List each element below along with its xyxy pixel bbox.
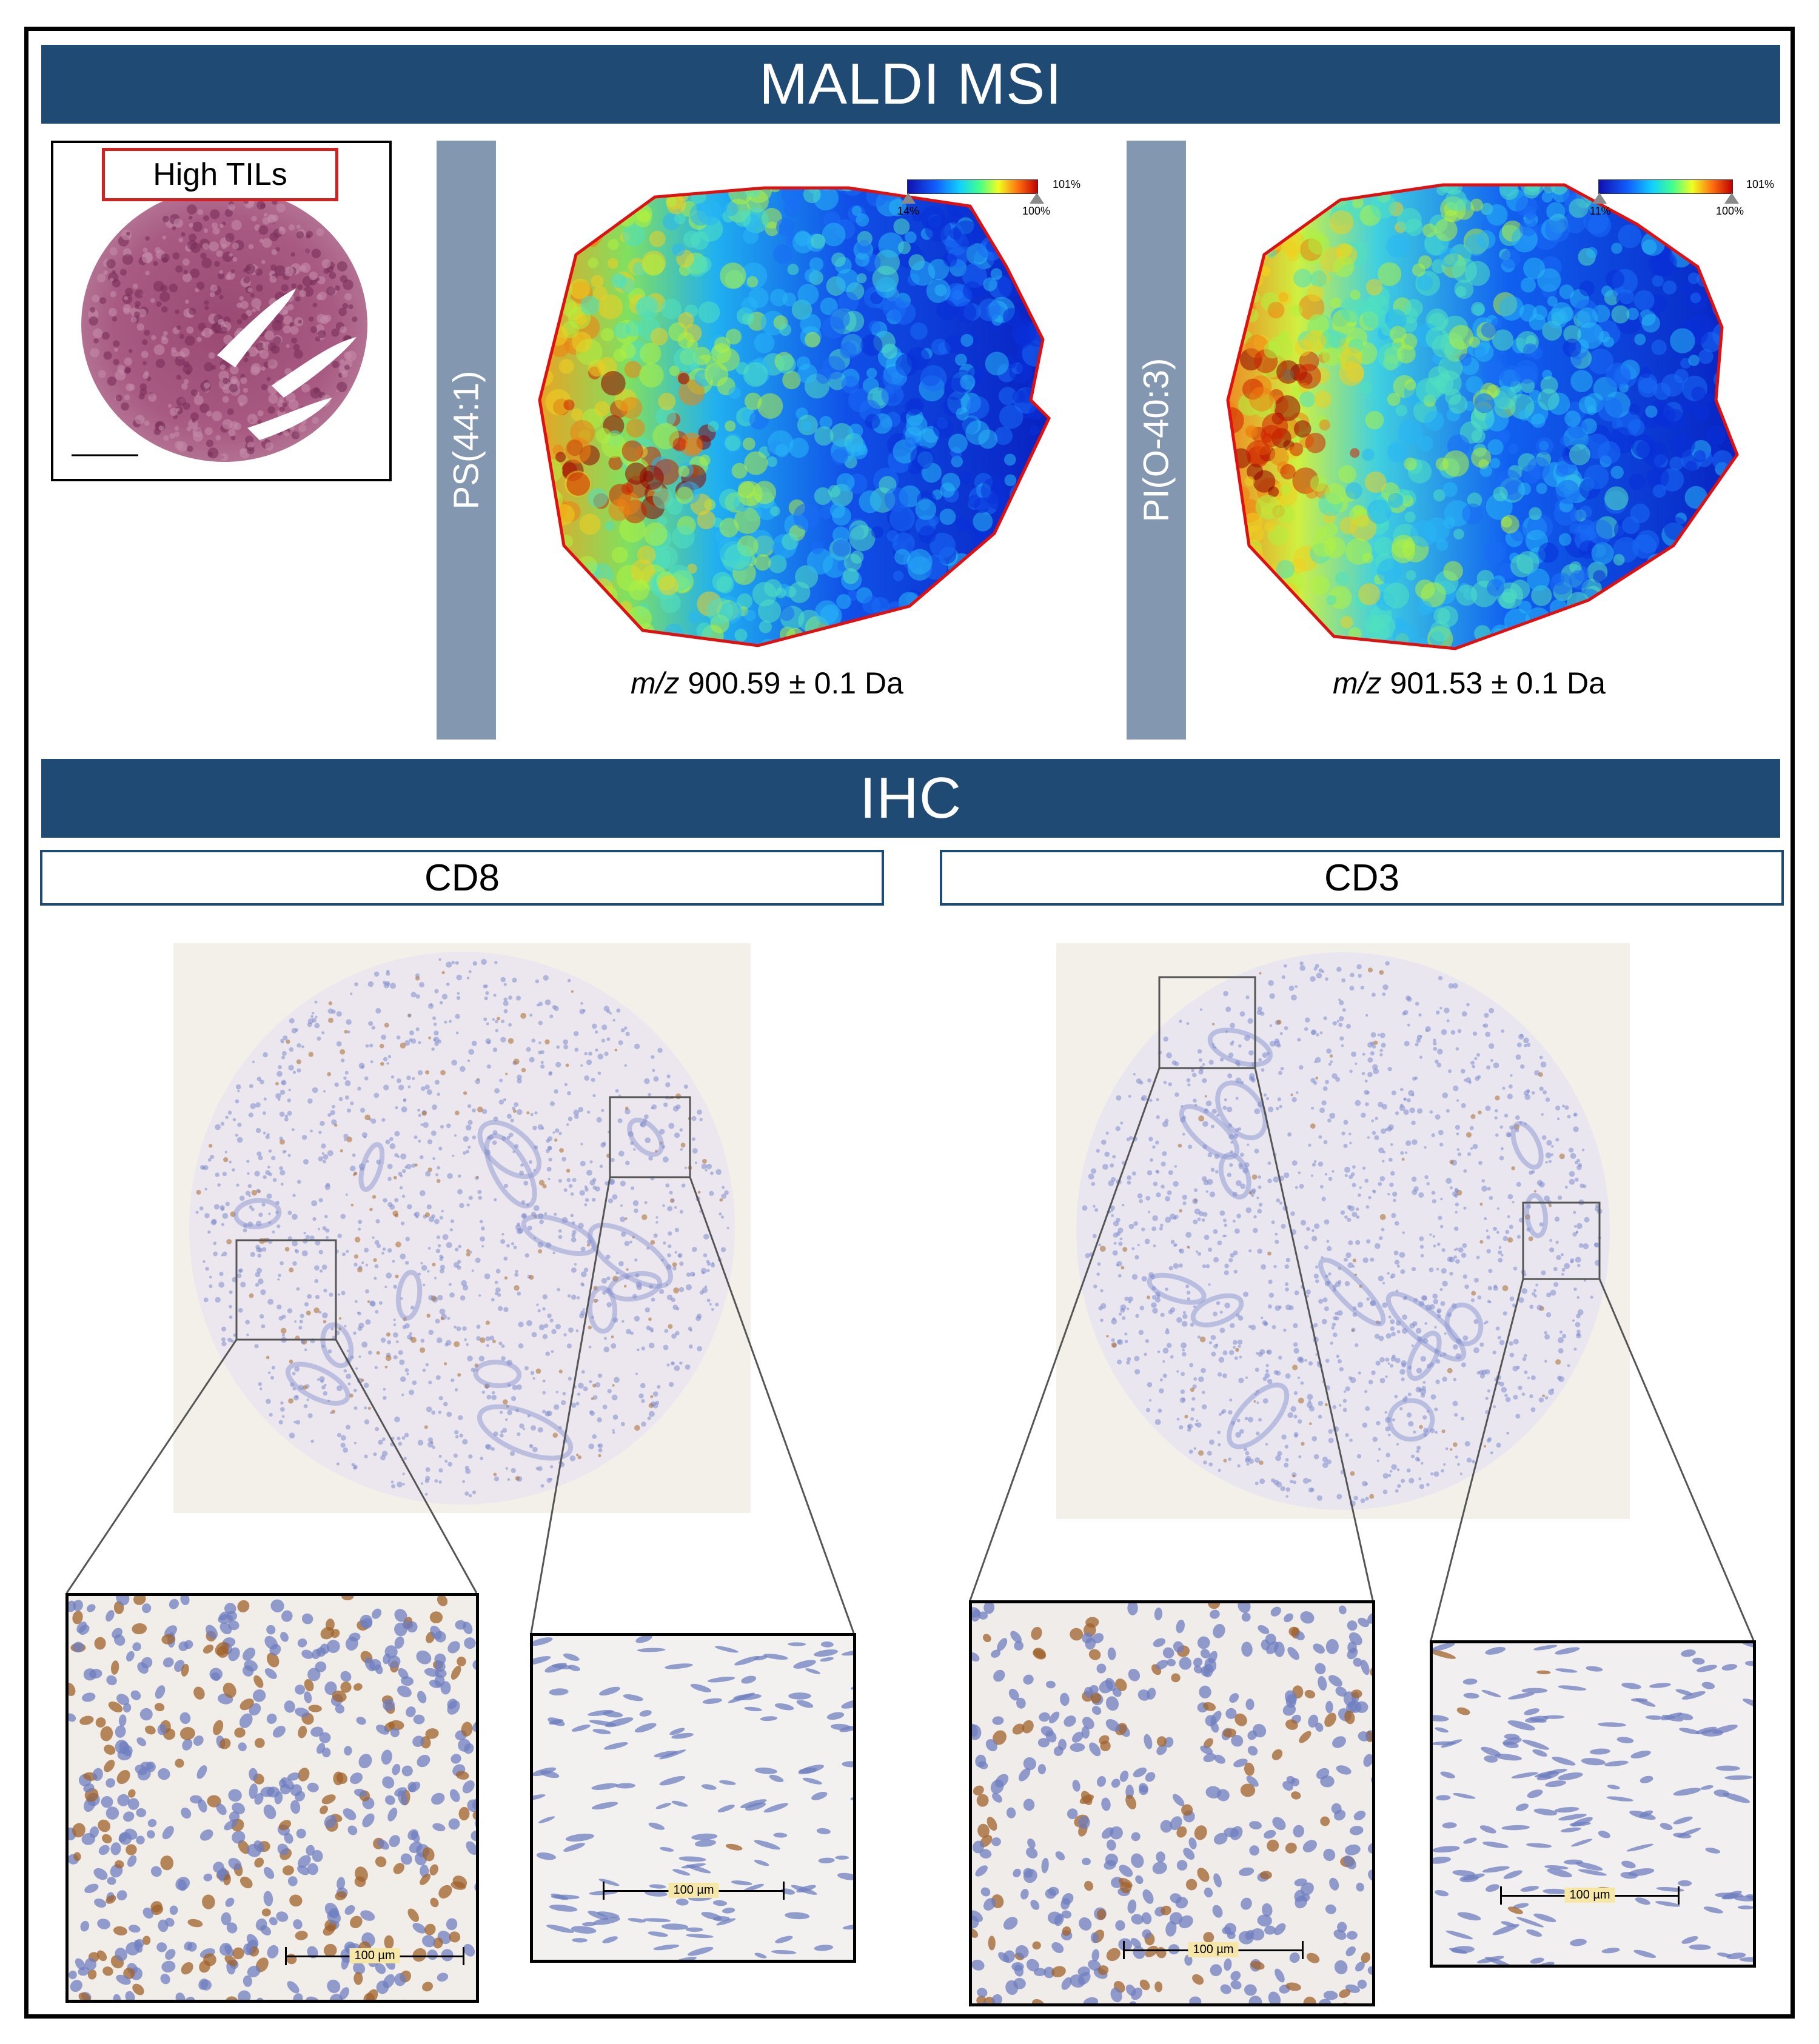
he-tissue-core (72, 188, 367, 462)
colorscale-pi-high: 100% (1716, 205, 1744, 217)
maldi-msi-banner: MALDI MSI (41, 45, 1780, 124)
mz-caption-pi: m/z 901.53 ± 0.1 Da (1333, 666, 1606, 700)
cd8-zoom-low (530, 1633, 856, 1963)
pi-lipid-bar: PI(O-40:3) (1127, 141, 1186, 740)
colorscale-ps-high-marker (1030, 193, 1044, 204)
maldi-msi-title: MALDI MSI (759, 52, 1062, 116)
cd3-zoom-low-cells (1433, 1643, 1753, 1965)
cd8-high-scalebar: 100 µm (285, 1947, 464, 1965)
colorscale-ps (907, 179, 1038, 194)
colorscale-pi-high-marker (1724, 193, 1739, 204)
he-thumbnail: High TILs (51, 141, 392, 481)
cd3-high-scalebar: 100 µm (1123, 1941, 1304, 1959)
mz-caption-ps: m/z 900.59 ± 0.1 Da (631, 666, 903, 700)
cd8-tissue-core-image (173, 943, 751, 1513)
ihc-title: IHC (859, 766, 962, 830)
colorscale-ps-low-marker (901, 193, 916, 204)
cd8-zoom-high-cells (69, 1596, 476, 2000)
colorscale-pi-low: 11% (1590, 205, 1611, 217)
cd3-zoom-high (969, 1600, 1375, 2006)
colorscale-pi (1598, 179, 1733, 194)
cd8-zoom-low-cells (533, 1636, 853, 1960)
cd8-low-scalebar: 100 µm (603, 1882, 785, 1900)
ihc-banner: IHC (41, 759, 1780, 838)
cd3-zoom-low (1430, 1640, 1756, 1968)
cd3-tissue-core-image (1056, 943, 1630, 1519)
high-tils-label: High TILs (102, 148, 338, 201)
colorscale-ps-low: 14% (897, 205, 920, 217)
msi-heatmap-ps (538, 183, 1739, 650)
cd3-zoom-high-cells (972, 1603, 1372, 2003)
cd3-header: CD3 (940, 850, 1784, 906)
colorscale-ps-high: 100% (1022, 205, 1051, 217)
ps-lipid-bar: PS(44:1) (437, 141, 496, 740)
cd3-low-scalebar: 100 µm (1500, 1886, 1680, 1905)
colorscale-ps-max: 101% (1053, 178, 1081, 190)
cd8-header: CD8 (40, 850, 884, 906)
colorscale-pi-max: 101% (1746, 178, 1775, 190)
colorscale-pi-low-marker (1592, 193, 1607, 204)
cd8-zoom-high (65, 1593, 479, 2003)
figure-frame (24, 27, 1795, 2019)
